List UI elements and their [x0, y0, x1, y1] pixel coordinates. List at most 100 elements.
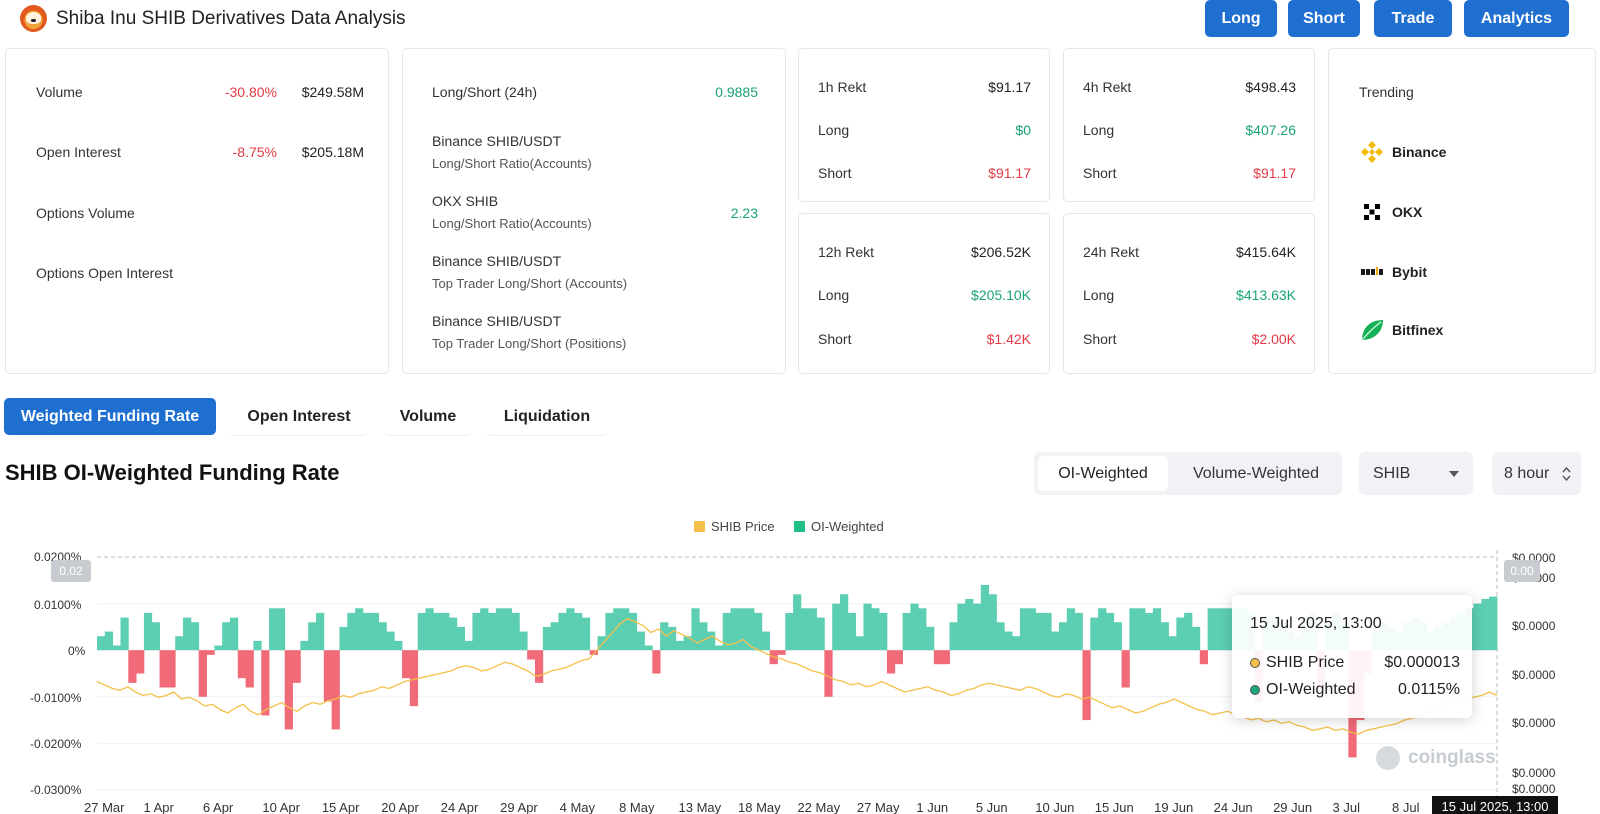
- crosshair-y-badge: 0.02: [51, 560, 91, 582]
- funding-bar: [370, 612, 379, 651]
- rekt-1h-short-label: Short: [818, 165, 852, 181]
- funding-bar: [1035, 612, 1044, 651]
- price-line: [96, 617, 1498, 735]
- funding-bar: [605, 612, 614, 651]
- rekt-12h-short: $1.42K: [986, 331, 1031, 347]
- tab-weighted-funding-rate[interactable]: Weighted Funding Rate: [4, 398, 216, 435]
- funding-bar: [621, 608, 630, 651]
- legend-oi-swatch: [794, 521, 805, 532]
- funding-bar: [863, 603, 872, 651]
- funding-bar: [636, 631, 645, 651]
- funding-bar: [918, 608, 927, 651]
- funding-bar: [714, 645, 724, 651]
- funding-bar: [722, 612, 731, 651]
- legend-oi-weighted[interactable]: OI-Weighted: [794, 519, 884, 534]
- funding-bar: [902, 612, 911, 651]
- funding-bar: [1019, 608, 1029, 651]
- funding-bar: [1090, 617, 1099, 651]
- funding-bar: [183, 617, 192, 651]
- interval-select[interactable]: 8 hour: [1492, 452, 1581, 495]
- trending-binance[interactable]: Binance: [1392, 144, 1447, 160]
- funding-bar: [957, 603, 966, 651]
- funding-bar: [1152, 608, 1162, 651]
- trending-okx[interactable]: OKX: [1392, 204, 1423, 220]
- funding-bar: [495, 608, 505, 651]
- funding-bar: [464, 640, 473, 651]
- funding-bar: [292, 650, 301, 683]
- funding-bar: [777, 650, 786, 655]
- funding-bar: [394, 640, 403, 651]
- funding-bar: [472, 612, 481, 651]
- funding-bar: [761, 631, 771, 651]
- trending-title: Trending: [1359, 84, 1414, 100]
- open-interest-label: Open Interest: [36, 144, 121, 160]
- funding-bar: [519, 631, 528, 651]
- binance-icon: [1361, 141, 1383, 163]
- legend-price-swatch: [694, 521, 705, 532]
- tab-open-interest[interactable]: Open Interest: [230, 398, 368, 435]
- rekt-4h-long-label: Long: [1083, 122, 1115, 138]
- funding-bar: [323, 650, 333, 702]
- rekt-1h-card: 1h Rekt $91.17 Long $0 Short $91.17: [798, 48, 1050, 202]
- x-tick: 20 Apr: [381, 800, 419, 814]
- funding-bar: [315, 612, 325, 651]
- ls24h-value: 0.9885: [715, 84, 758, 100]
- funding-bar: [1160, 622, 1169, 651]
- funding-bar: [683, 636, 692, 651]
- funding-bar: [1176, 617, 1185, 651]
- funding-bar: [1191, 626, 1201, 651]
- open-interest-value: $205.18M: [301, 144, 364, 160]
- coin-select-value: SHIB: [1373, 464, 1411, 482]
- rekt-12h-card: 12h Rekt $206.52K Long $205.10K Short $1…: [798, 213, 1050, 374]
- funding-bar: [1105, 612, 1115, 651]
- funding-bar: [1121, 650, 1130, 688]
- funding-bar: [855, 636, 864, 651]
- funding-bar: [151, 622, 160, 651]
- funding-bar: [1113, 622, 1122, 651]
- funding-bar: [339, 626, 348, 651]
- funding-bar: [1098, 608, 1107, 651]
- funding-bar: [300, 640, 309, 651]
- rekt-24h-total: $415.64K: [1236, 244, 1296, 260]
- funding-bar: [1004, 631, 1013, 651]
- x-tick: 24 Apr: [440, 800, 479, 814]
- funding-bar: [832, 603, 841, 651]
- funding-bar: [1043, 612, 1052, 651]
- chart-title: SHIB OI-Weighted Funding Rate: [5, 460, 340, 485]
- long-button[interactable]: Long: [1205, 0, 1277, 37]
- oi-weighted-option[interactable]: OI-Weighted: [1038, 456, 1168, 491]
- x-tick: 6 Apr: [202, 800, 234, 814]
- tab-liquidation[interactable]: Liquidation: [487, 398, 607, 435]
- funding-bar: [558, 612, 567, 651]
- x-tick: 1 Jun: [916, 800, 949, 814]
- trending-bybit[interactable]: Bybit: [1392, 264, 1427, 280]
- funding-bar: [308, 622, 317, 651]
- funding-bar: [1489, 596, 1498, 651]
- x-tick: 22 May: [797, 800, 841, 814]
- volume-weighted-option[interactable]: Volume-Weighted: [1193, 464, 1319, 482]
- funding-bar: [441, 612, 450, 651]
- funding-bar: [871, 608, 880, 651]
- trade-button[interactable]: Trade: [1374, 0, 1452, 37]
- short-button[interactable]: Short: [1288, 0, 1360, 37]
- analytics-button[interactable]: Analytics: [1464, 0, 1569, 37]
- funding-bar: [785, 612, 794, 651]
- x-tick: 19 Jun: [1154, 800, 1194, 814]
- tab-volume[interactable]: Volume: [384, 398, 472, 435]
- trending-bitfinex[interactable]: Bitfinex: [1392, 322, 1444, 338]
- funding-bar: [120, 617, 129, 651]
- coin-select[interactable]: SHIB: [1359, 452, 1473, 495]
- funding-bar: [894, 650, 903, 665]
- funding-bar: [425, 608, 434, 651]
- legend-shib-price[interactable]: SHIB Price: [694, 519, 775, 534]
- rekt-12h-short-label: Short: [818, 331, 852, 347]
- funding-bar: [824, 650, 833, 697]
- funding-bar: [112, 645, 121, 651]
- legend-oi-label: OI-Weighted: [811, 519, 884, 534]
- tooltip-price-row: SHIB Price $0.000013: [1250, 654, 1460, 672]
- funding-bar: [1074, 612, 1083, 651]
- rekt-4h-short: $91.17: [1253, 165, 1296, 181]
- x-tick: 1 Apr: [143, 800, 174, 814]
- funding-bar: [980, 584, 990, 651]
- x-tick: 27 May: [856, 800, 900, 814]
